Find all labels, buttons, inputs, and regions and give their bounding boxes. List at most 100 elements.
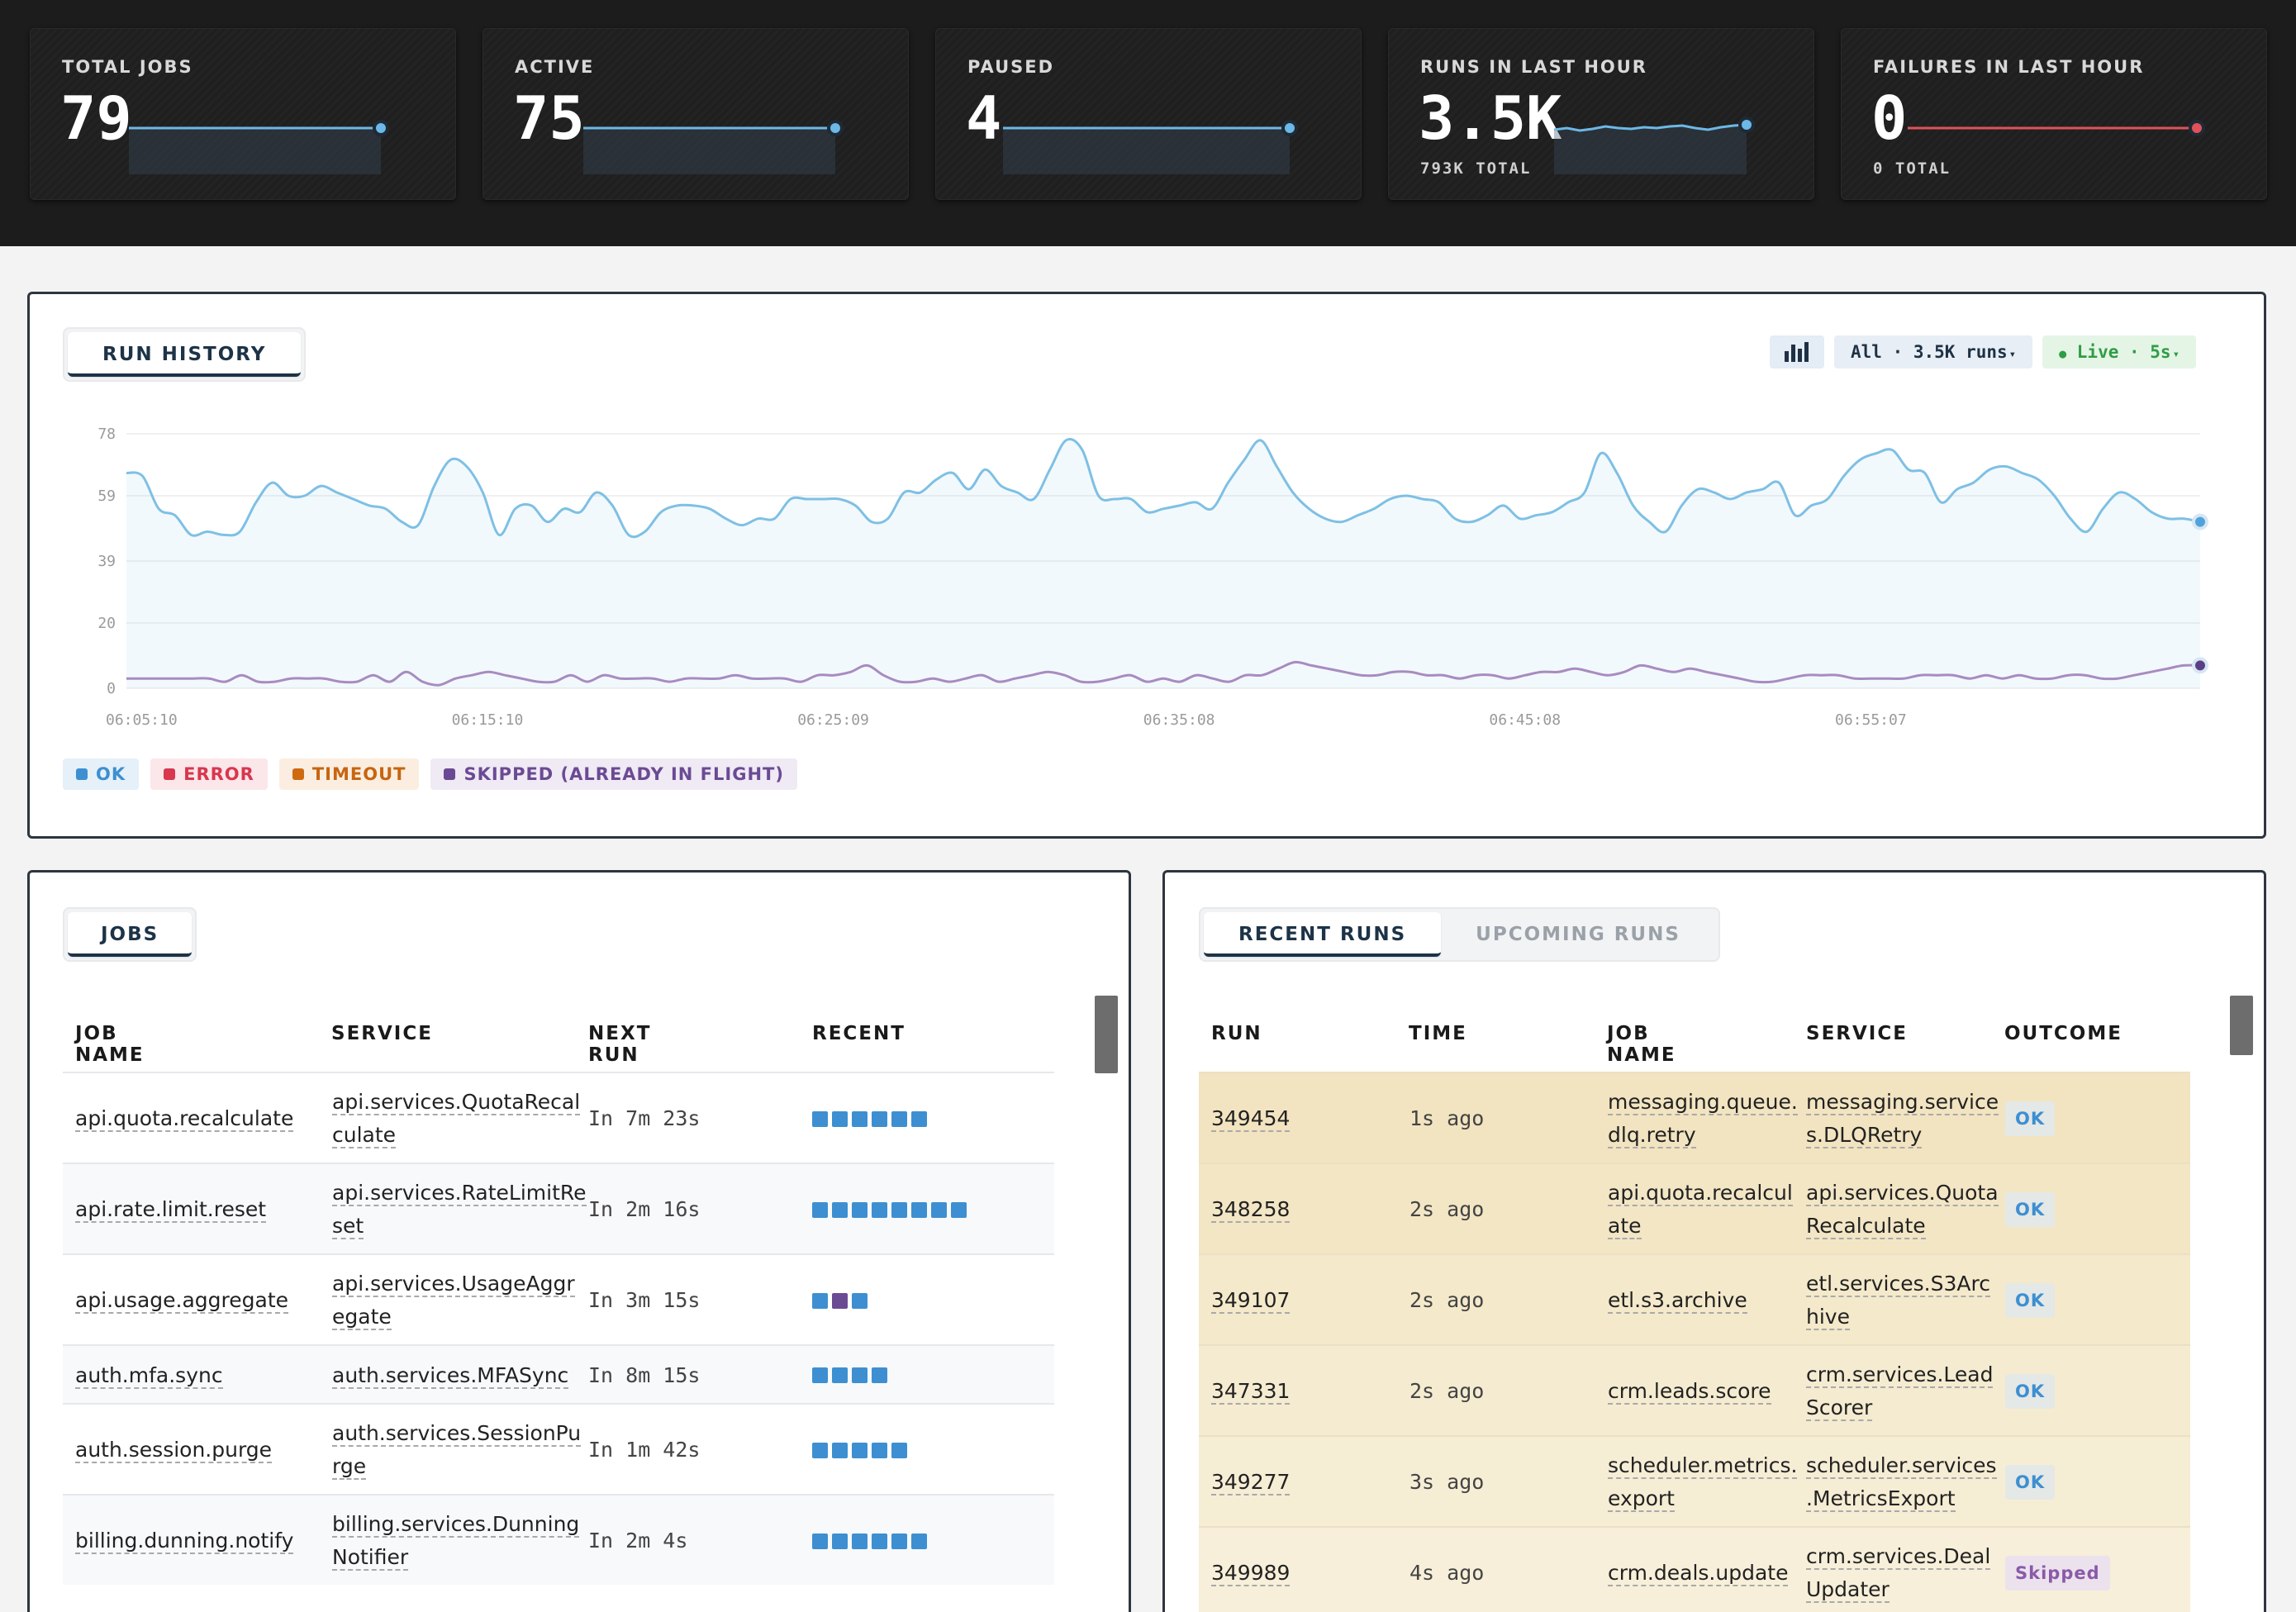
job-name[interactable]: api.quota.recalculate <box>75 1102 294 1135</box>
run-status-square[interactable] <box>812 1201 828 1218</box>
run-status-square[interactable] <box>832 1292 848 1309</box>
run-id[interactable]: 349454 <box>1211 1102 1291 1135</box>
legend-item[interactable]: TIMEOUT <box>278 758 420 790</box>
runs-scrollbar[interactable] <box>2230 996 2253 1055</box>
run-status-square[interactable] <box>872 1442 887 1458</box>
run-status-square[interactable] <box>891 1533 907 1549</box>
job-next-run: In 1m 42s <box>588 1434 700 1467</box>
job-service[interactable]: auth.services.MFASync <box>332 1359 569 1392</box>
run-job-name[interactable]: messaging.queue. dlq.retry <box>1608 1086 1798 1152</box>
live-refresh-dropdown[interactable]: ● Live · 5s ▾ <box>2042 335 2197 369</box>
run-job-name[interactable]: crm.leads.score <box>1608 1375 1771 1408</box>
run-status-square[interactable] <box>872 1367 887 1383</box>
run-status-square[interactable] <box>832 1442 848 1458</box>
job-name[interactable]: api.usage.aggregate <box>75 1284 289 1317</box>
run-status-square[interactable] <box>872 1110 887 1127</box>
column-header[interactable]: RUN <box>1211 1023 1262 1044</box>
run-service[interactable]: api.services.Quota Recalculate <box>1806 1177 1999 1243</box>
run-status-square[interactable] <box>872 1533 887 1549</box>
column-header[interactable]: NEXT RUN <box>588 1023 652 1066</box>
column-header[interactable]: JOB NAME <box>1607 1023 1676 1066</box>
legend-item[interactable]: SKIPPED (ALREADY IN FLIGHT) <box>430 758 797 790</box>
run-job-name[interactable]: etl.s3.archive <box>1608 1284 1747 1317</box>
table-row[interactable]: api.usage.aggregate api.services.UsageAgg… <box>63 1253 1054 1344</box>
table-row[interactable]: api.rate.limit.reset api.services.RateLim… <box>63 1163 1054 1253</box>
table-row[interactable]: billing.dunning.notify billing.services.D… <box>63 1494 1054 1585</box>
run-status-square[interactable] <box>852 1201 868 1218</box>
column-header[interactable]: JOB NAME <box>75 1023 145 1066</box>
table-row[interactable]: 349989 4s ago crm.deals.update crm.services… <box>1199 1526 2190 1612</box>
column-header[interactable]: SERVICE <box>1806 1023 1908 1044</box>
run-job-name[interactable]: scheduler.metrics. export <box>1608 1449 1798 1515</box>
run-status-square[interactable] <box>852 1367 868 1383</box>
run-status-square[interactable] <box>931 1201 947 1218</box>
run-status-square[interactable] <box>812 1367 828 1383</box>
job-service[interactable]: auth.services.SessionPu rge <box>332 1417 582 1483</box>
run-service[interactable]: etl.services.S3Arc hive <box>1806 1267 1990 1334</box>
job-name[interactable]: auth.session.purge <box>75 1434 273 1467</box>
job-name[interactable]: api.rate.limit.reset <box>75 1193 267 1226</box>
legend-item[interactable]: ERROR <box>150 758 268 790</box>
bar-chart-icon[interactable] <box>1770 335 1824 369</box>
run-status-square[interactable] <box>911 1110 927 1127</box>
table-row[interactable]: 349277 3s ago scheduler.metrics. export sche… <box>1199 1435 2190 1526</box>
run-status-square[interactable] <box>812 1533 828 1549</box>
range-dropdown[interactable]: All · 3.5K runs ▾ <box>1834 335 2033 369</box>
run-id[interactable]: 349107 <box>1211 1284 1291 1317</box>
table-row[interactable]: 349107 2s ago etl.s3.archive etl.services.S… <box>1199 1253 2190 1344</box>
run-status-square[interactable] <box>812 1292 828 1309</box>
column-header[interactable]: TIME <box>1409 1023 1467 1044</box>
run-status-square[interactable] <box>852 1442 868 1458</box>
run-status-square[interactable] <box>951 1201 967 1218</box>
run-job-name[interactable]: crm.deals.update <box>1608 1557 1789 1590</box>
run-service[interactable]: scheduler.services .MetricsExport <box>1806 1449 1997 1515</box>
run-service[interactable]: messaging.service s.DLQRetry <box>1806 1086 1999 1152</box>
run-status-square[interactable] <box>891 1110 907 1127</box>
run-id[interactable]: 348258 <box>1211 1193 1291 1226</box>
tab-jobs[interactable]: JOBS <box>68 912 193 957</box>
tab-run-history[interactable]: RUN HISTORY <box>68 332 302 377</box>
legend-item[interactable]: OK <box>63 758 140 790</box>
run-status-square[interactable] <box>852 1533 868 1549</box>
table-row[interactable]: 348258 2s ago api.quota.recalcul ate api.ser… <box>1199 1163 2190 1253</box>
run-service[interactable]: crm.services.Deal Updater <box>1806 1540 1991 1606</box>
run-job-name[interactable]: api.quota.recalcul ate <box>1608 1177 1793 1243</box>
job-name[interactable]: auth.mfa.sync <box>75 1359 223 1392</box>
run-status-square[interactable] <box>852 1292 868 1309</box>
stat-value: 0 <box>1871 83 1908 153</box>
table-row[interactable]: 347331 2s ago crm.leads.score crm.services.… <box>1199 1344 2190 1435</box>
run-id[interactable]: 349989 <box>1211 1557 1291 1590</box>
table-row[interactable]: auth.session.purge auth.services.SessionP… <box>63 1403 1054 1494</box>
run-status-square[interactable] <box>812 1442 828 1458</box>
run-status-square[interactable] <box>911 1533 927 1549</box>
job-name[interactable]: billing.dunning.notify <box>75 1524 294 1557</box>
column-header[interactable]: RECENT <box>812 1023 906 1044</box>
table-row[interactable]: 349454 1s ago messaging.queue. dlq.retry mes… <box>1199 1072 2190 1163</box>
column-header[interactable]: SERVICE <box>331 1023 433 1044</box>
table-row[interactable]: api.quota.recalculate api.services.QuotaR… <box>63 1072 1054 1163</box>
tab-upcoming-runs[interactable]: UPCOMING RUNS <box>1476 924 1680 945</box>
run-status-square[interactable] <box>812 1110 828 1127</box>
table-row[interactable]: auth.mfa.sync auth.services.MFASync In 8m … <box>63 1344 1054 1403</box>
run-status-square[interactable] <box>832 1533 848 1549</box>
run-status-square[interactable] <box>911 1201 927 1218</box>
run-id[interactable]: 349277 <box>1211 1466 1291 1499</box>
run-status-square[interactable] <box>852 1110 868 1127</box>
job-service[interactable]: api.services.UsageAggr egate <box>332 1267 575 1334</box>
run-status-square[interactable] <box>891 1442 907 1458</box>
run-status-square[interactable] <box>832 1201 848 1218</box>
run-status-square[interactable] <box>891 1201 907 1218</box>
run-status-square[interactable] <box>832 1110 848 1127</box>
tab-recent-runs[interactable]: RECENT RUNS <box>1204 912 1442 957</box>
run-status-square[interactable] <box>832 1367 848 1383</box>
run-service[interactable]: crm.services.Lead Scorer <box>1806 1358 1994 1424</box>
job-next-run-text: In 8m 15s <box>588 1362 701 1387</box>
stat-subtext: 0 TOTAL <box>1873 159 1951 178</box>
job-service[interactable]: billing.services.Dunning Notifier <box>332 1508 580 1574</box>
column-header[interactable]: OUTCOME <box>2004 1023 2122 1044</box>
run-status-square[interactable] <box>872 1201 887 1218</box>
job-service[interactable]: api.services.RateLimitRe set <box>332 1177 587 1243</box>
jobs-scrollbar[interactable] <box>1095 996 1118 1073</box>
run-id[interactable]: 347331 <box>1211 1375 1291 1408</box>
job-service[interactable]: api.services.QuotaRecal culate <box>332 1086 581 1152</box>
